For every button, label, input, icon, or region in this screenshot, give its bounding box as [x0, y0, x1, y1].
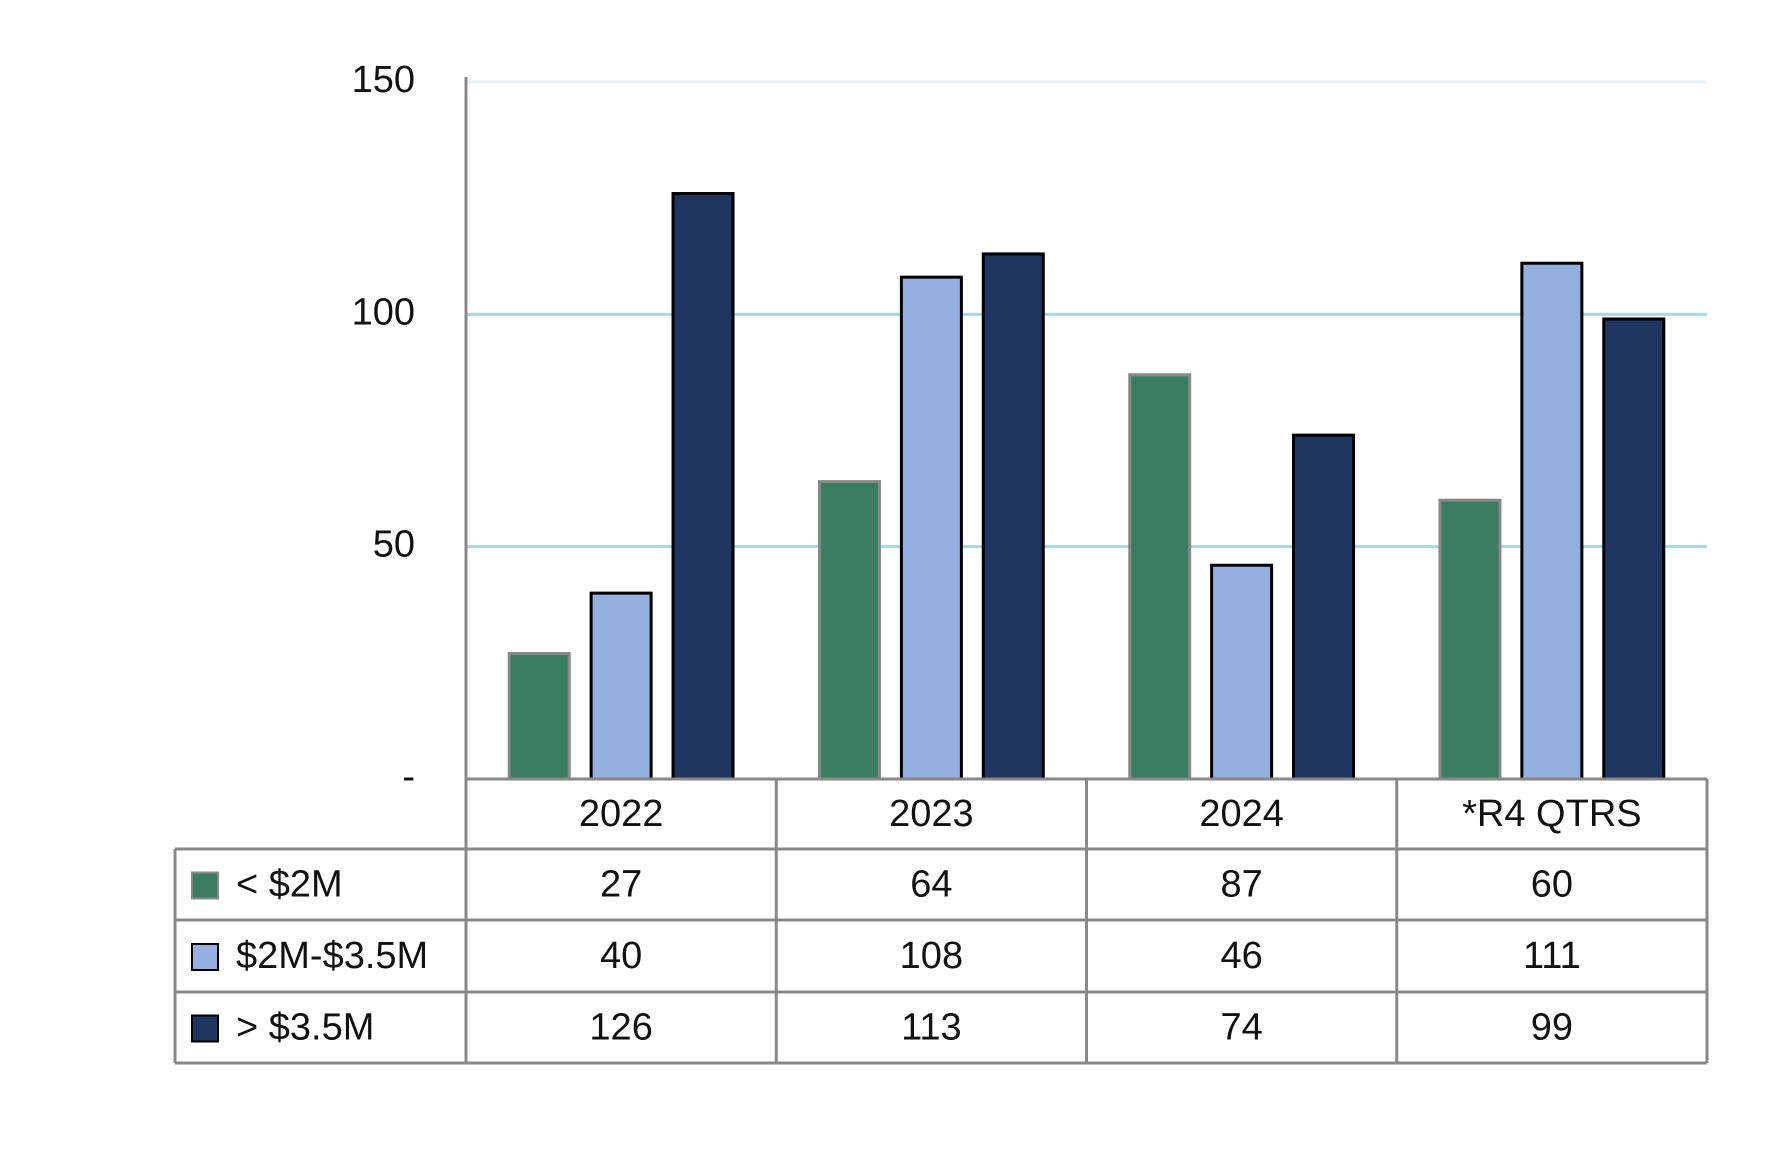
x-tick-label: 2024: [1199, 793, 1284, 835]
table-value: 108: [900, 935, 963, 977]
bar: [899, 275, 963, 781]
bar: [589, 591, 653, 781]
bar: [671, 192, 735, 781]
table-value: 99: [1531, 1007, 1573, 1049]
y-tick-label: -: [402, 756, 415, 798]
bar: [1292, 433, 1356, 781]
legend-label: < $2M: [236, 864, 343, 906]
table-value: 60: [1531, 864, 1573, 906]
legend-label: > $3.5M: [236, 1007, 374, 1049]
legend-swatch: [191, 943, 219, 971]
table-value: 111: [1523, 935, 1581, 977]
legend-swatch: [191, 1014, 219, 1043]
table-value: 46: [1220, 935, 1262, 977]
x-tick-label: 2022: [579, 793, 664, 835]
table-value: 126: [589, 1007, 652, 1049]
bar: [1520, 261, 1584, 781]
legend-swatch: [191, 871, 219, 900]
x-tick-label: *R4 QTRS: [1462, 793, 1641, 835]
x-tick-label: 2023: [889, 793, 974, 835]
table-value: 113: [901, 1007, 962, 1049]
y-tick-label: 100: [352, 291, 415, 333]
table-value: 64: [910, 864, 952, 906]
bar: [1210, 563, 1274, 781]
table-value: 40: [600, 935, 642, 977]
table-value: 74: [1220, 1007, 1262, 1049]
bar: [981, 252, 1045, 781]
y-tick-label: 150: [352, 59, 415, 101]
legend-label: $2M-$3.5M: [236, 935, 428, 977]
bar: [1438, 498, 1502, 781]
y-tick-label: 50: [373, 524, 415, 566]
bar: [1602, 317, 1666, 781]
table-value: 27: [600, 864, 642, 906]
bar: [817, 480, 881, 781]
bar: [507, 652, 571, 781]
table-value: 87: [1220, 864, 1262, 906]
bar: [1128, 373, 1192, 781]
